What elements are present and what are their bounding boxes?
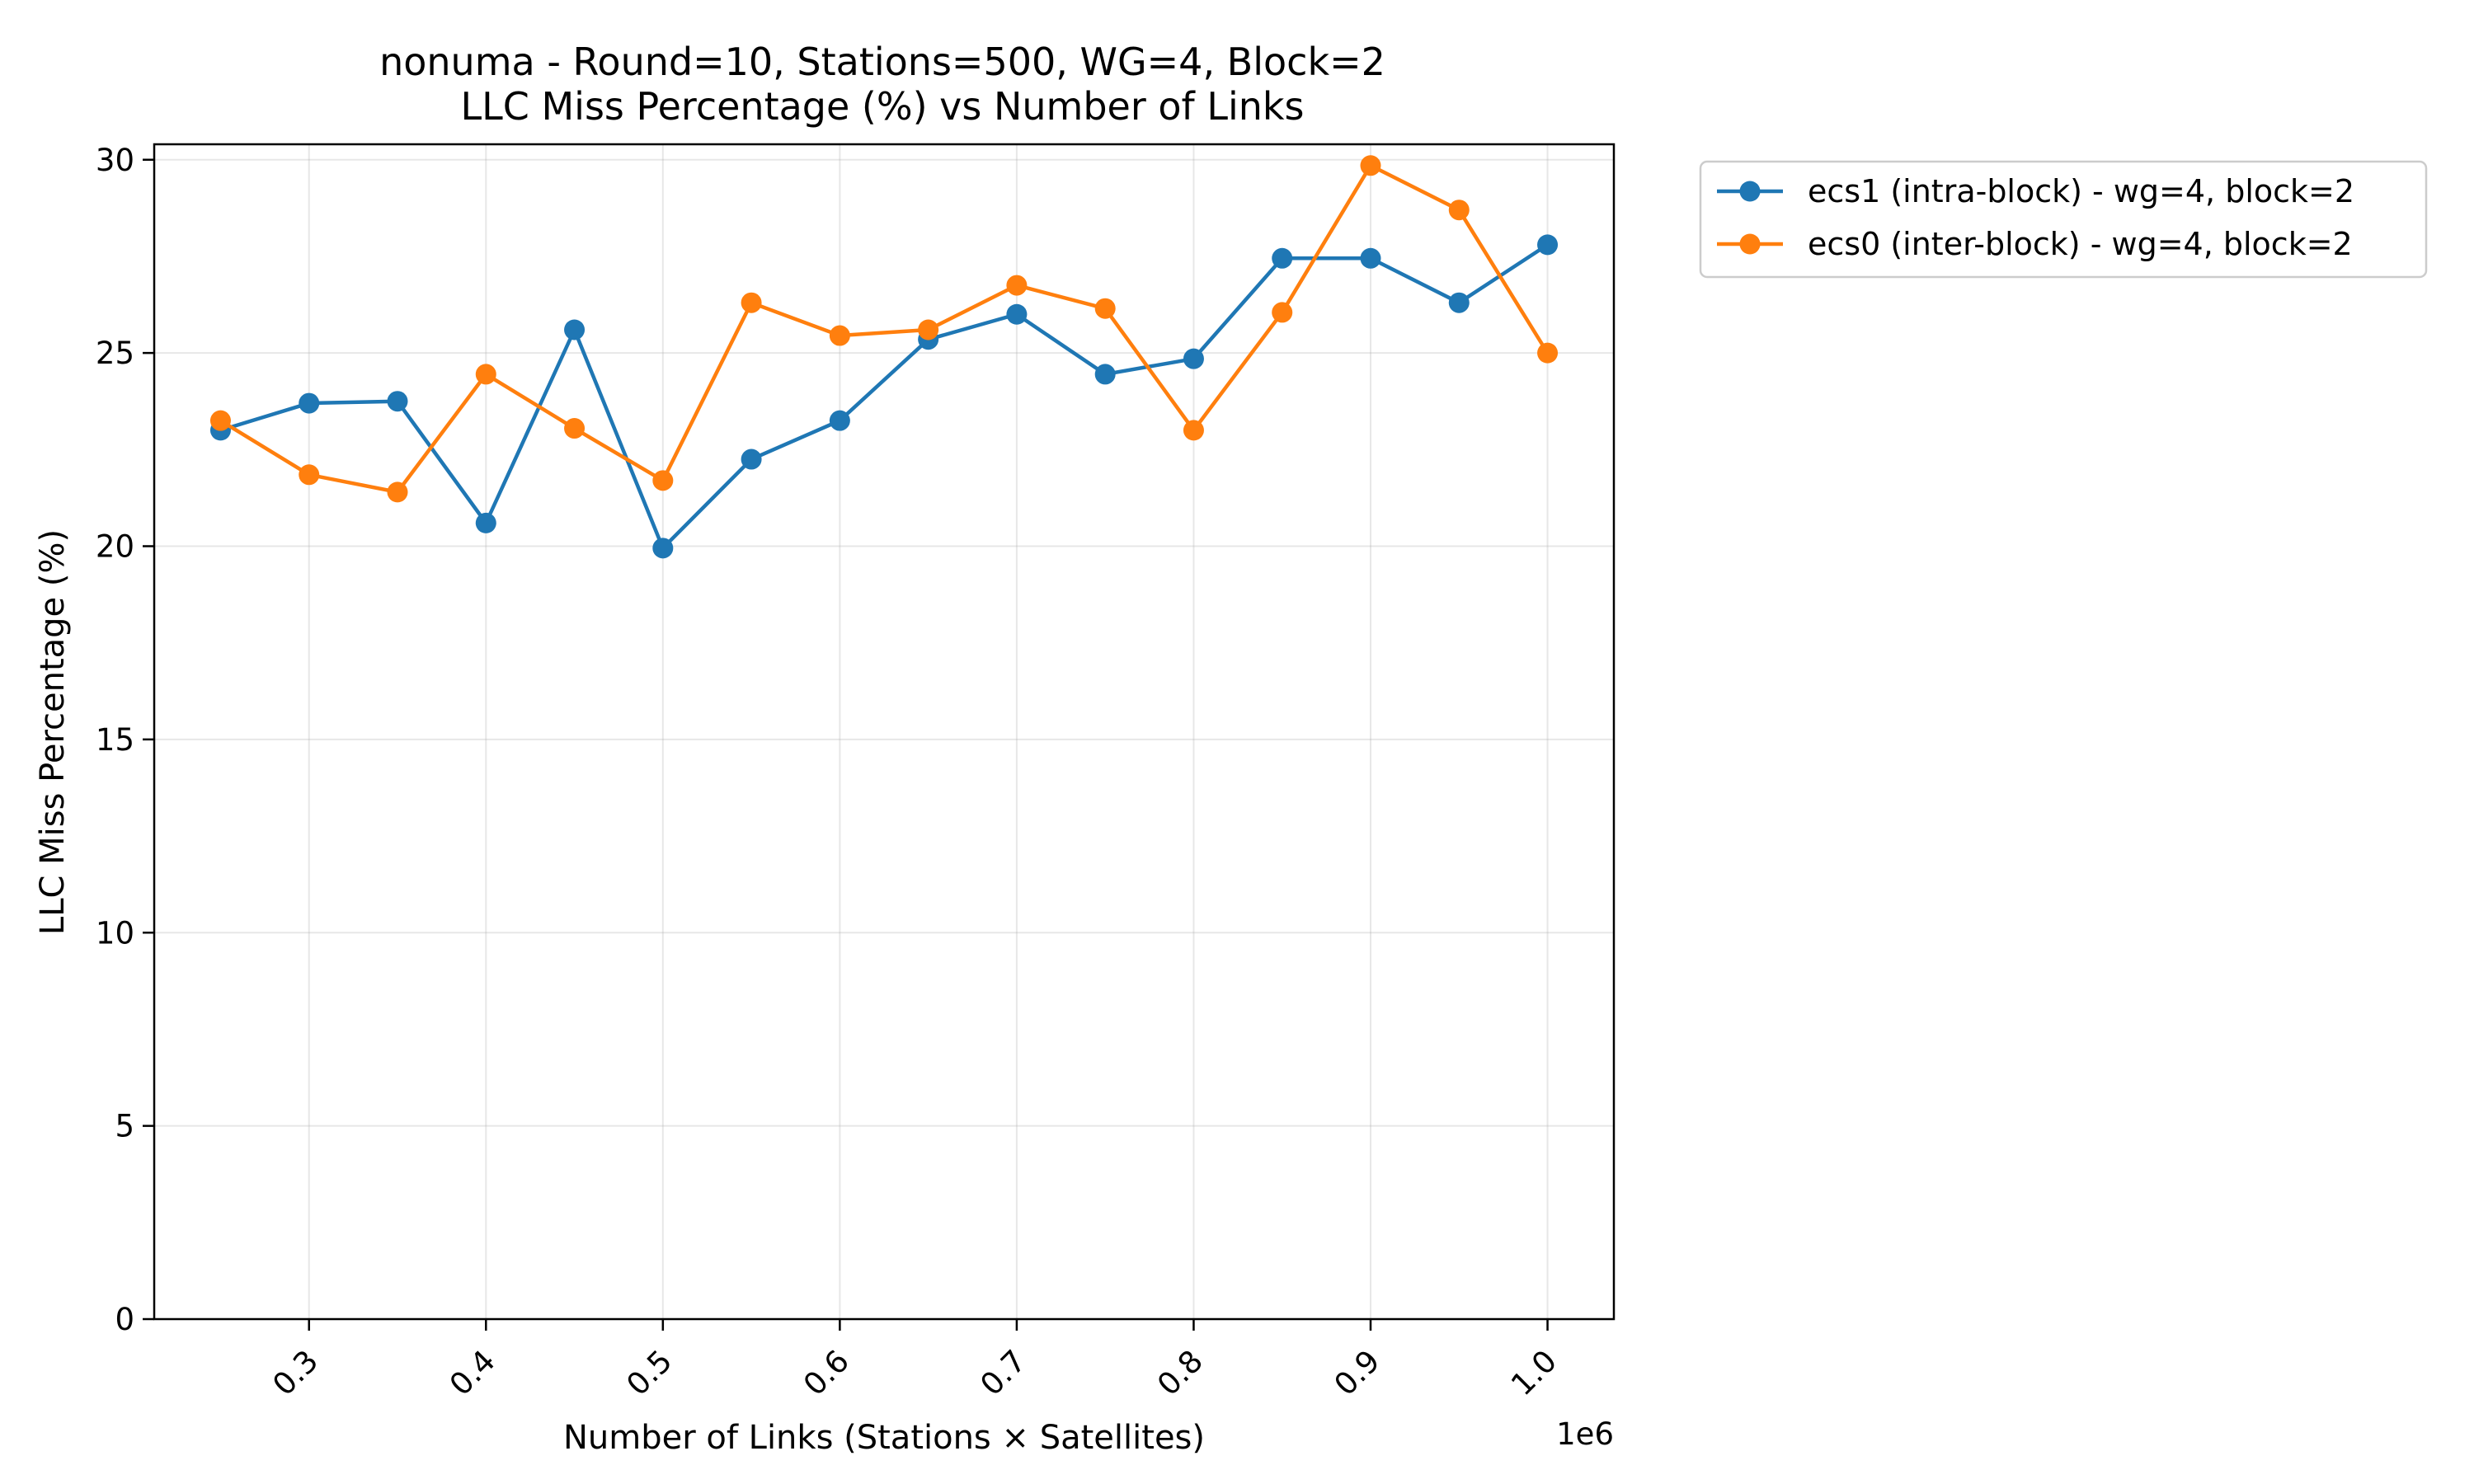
data-point (829, 410, 850, 431)
series-layer (209, 155, 1559, 559)
y-tick-label: 30 (96, 143, 134, 178)
y-tick-label: 5 (115, 1109, 134, 1144)
data-point (652, 470, 674, 491)
data-point (564, 418, 586, 439)
legend-marker (1739, 233, 1761, 255)
y-tick-label: 15 (96, 722, 134, 758)
data-point (1094, 298, 1116, 319)
series-1 (209, 155, 1559, 503)
x-tick-label: 0.4 (443, 1343, 502, 1402)
x-tick-label: 1.0 (1504, 1343, 1564, 1402)
data-point (829, 325, 850, 346)
x-tick-label: 0.7 (973, 1343, 1032, 1402)
x-tick-label: 0.3 (266, 1343, 325, 1402)
legend-marker (1739, 181, 1761, 202)
x-tick-label: 0.6 (797, 1343, 856, 1402)
data-point (1006, 275, 1028, 296)
data-point (299, 464, 320, 486)
data-point (1360, 155, 1381, 176)
data-point (475, 512, 496, 533)
legend-entry: ecs0 (inter-block) - wg=4, block=2 (1808, 226, 2353, 262)
x-tick-label: 0.9 (1328, 1343, 1387, 1402)
y-tick-label: 25 (96, 336, 134, 371)
data-point (1448, 200, 1470, 221)
data-point (1183, 420, 1204, 441)
legend-entry: ecs1 (intra-block) - wg=4, block=2 (1808, 173, 2354, 209)
y-tick-label: 10 (96, 915, 134, 951)
data-point (918, 319, 939, 340)
data-point (1537, 234, 1559, 256)
legend-box (1699, 160, 2428, 279)
data-point (475, 364, 496, 385)
data-point (741, 448, 762, 470)
data-point (1360, 247, 1381, 269)
data-point (1537, 342, 1559, 364)
x-tick-label: 0.8 (1150, 1343, 1210, 1402)
x-tick-label: 0.5 (619, 1343, 679, 1402)
y-tick-label: 0 (115, 1302, 134, 1337)
data-point (387, 481, 408, 503)
x-axis-label: Number of Links (Stations × Satellites) (563, 1419, 1205, 1457)
data-point (564, 319, 586, 340)
data-point (652, 538, 674, 559)
series-line (219, 163, 1550, 495)
data-point (299, 392, 320, 414)
data-point (1006, 303, 1028, 325)
plot-area (153, 143, 1616, 1321)
data-point (1183, 348, 1204, 369)
data-point (1272, 302, 1293, 323)
data-point (1448, 292, 1470, 313)
grid (154, 144, 1614, 1320)
data-point (1272, 247, 1293, 269)
chart-subtitle: LLC Miss Percentage (%) vs Number of Lin… (461, 84, 1305, 129)
y-tick-label: 20 (96, 529, 134, 565)
chart-title: nonuma - Round=10, Stations=500, WG=4, B… (379, 40, 1385, 84)
data-point (387, 391, 408, 412)
series-0 (209, 234, 1559, 559)
data-point (1094, 364, 1116, 385)
x-axis-offset-label: 1e6 (1556, 1416, 1614, 1452)
data-point (741, 292, 762, 313)
series-line (219, 242, 1549, 551)
data-point (209, 410, 231, 431)
legend: ecs1 (intra-block) - wg=4, block=2 ecs0 (… (1699, 160, 2428, 279)
y-axis-label: LLC Miss Percentage (%) (34, 529, 72, 935)
